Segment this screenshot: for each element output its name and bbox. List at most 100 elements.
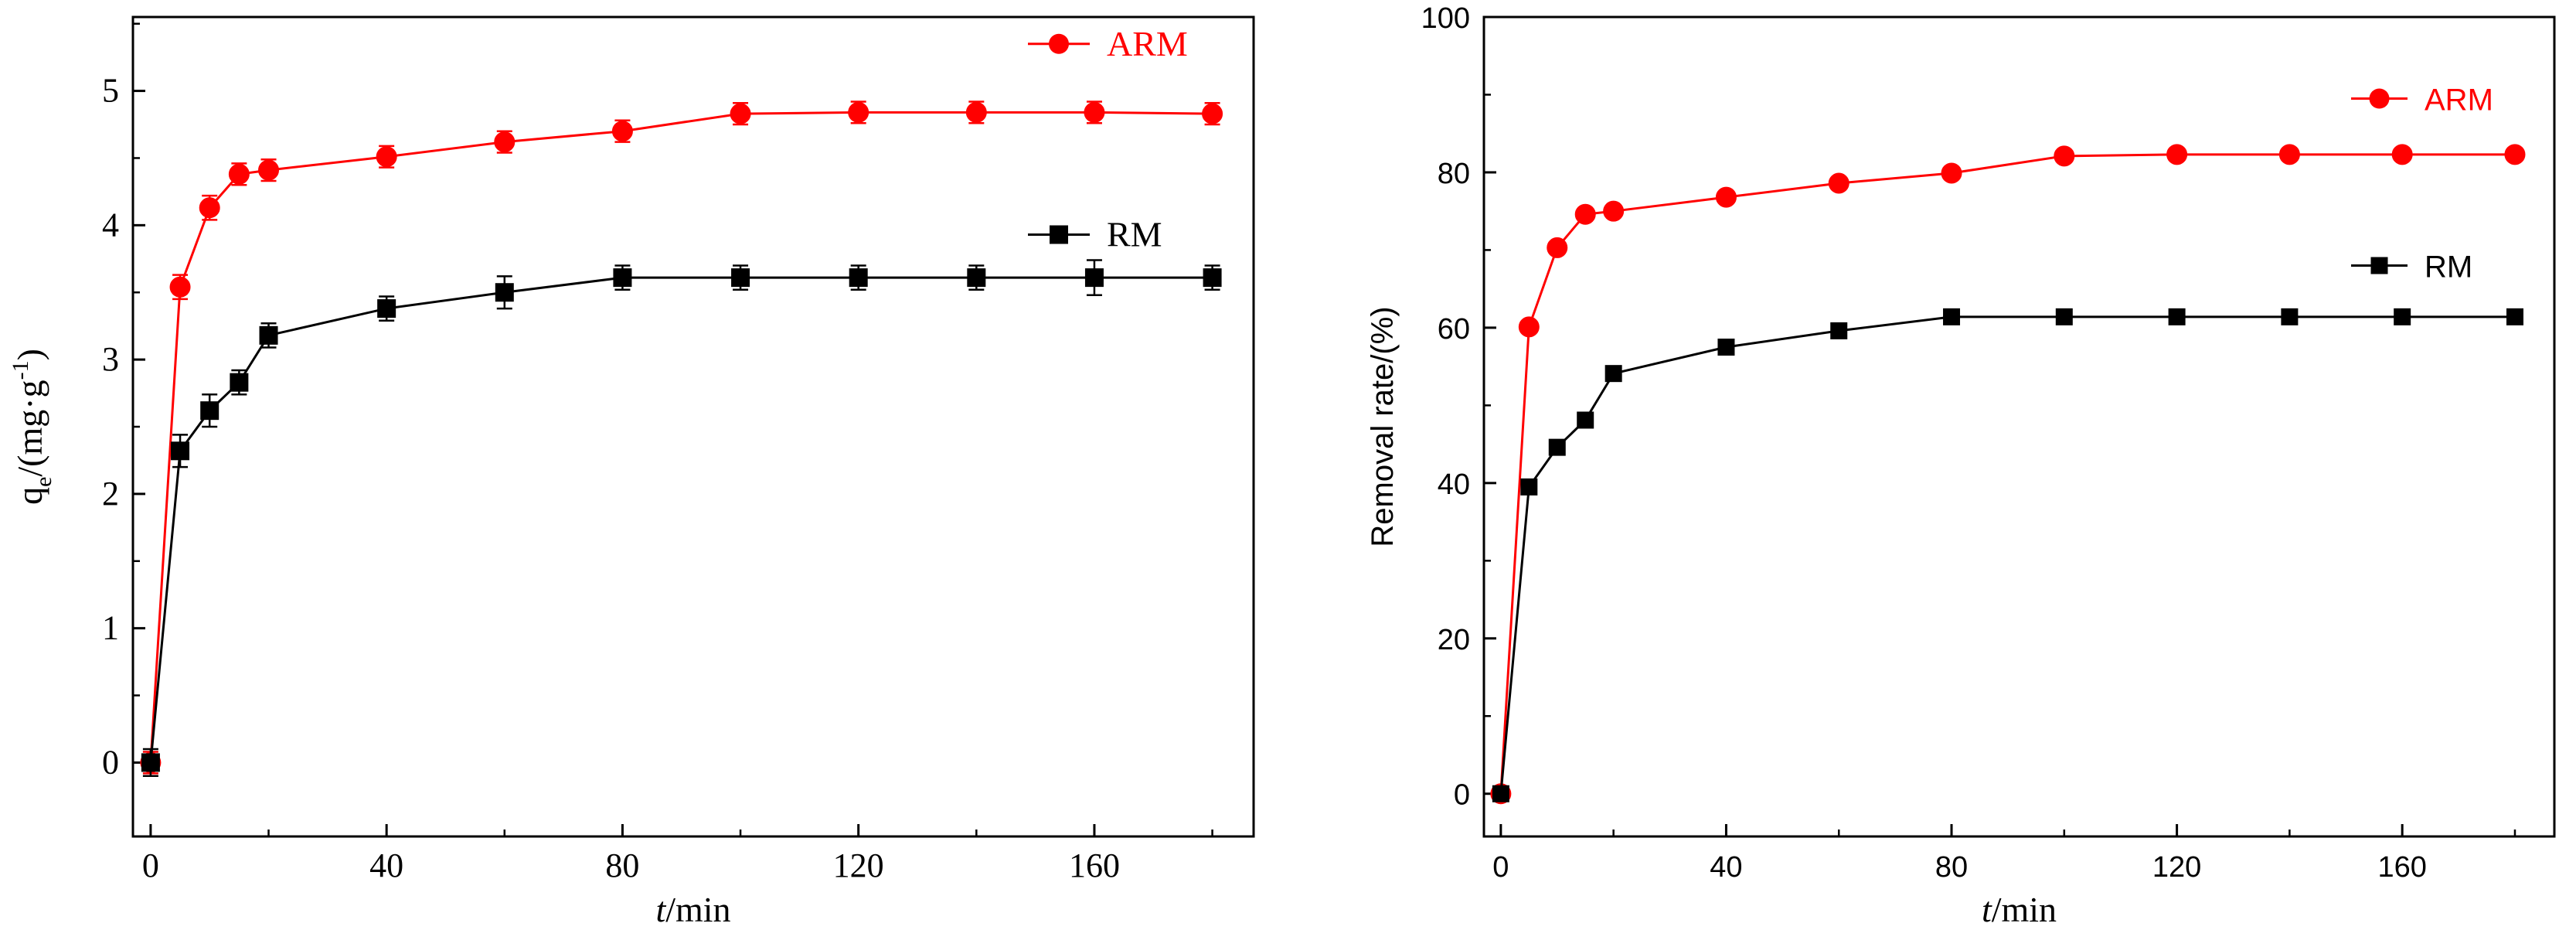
y-axis-title: qe/(mg·g-1) (8, 349, 56, 505)
series-line (149, 111, 1213, 763)
series-line (1499, 153, 2515, 794)
data-point (1492, 785, 1509, 802)
legend-marker (1049, 33, 1069, 54)
data-point (2055, 308, 2073, 325)
x-axis-title: t/min (1982, 890, 2057, 929)
series-rm (141, 259, 1222, 778)
data-point (967, 268, 986, 288)
x-axis-title-unit: /min (665, 890, 730, 929)
y-tick-label: 20 (1438, 624, 1470, 656)
data-point (494, 131, 516, 153)
x-axis-title: t/min (655, 890, 730, 929)
data-point (2504, 144, 2526, 165)
series-line (149, 276, 1213, 763)
x-axis-title-unit: /min (1992, 890, 2057, 929)
legend-marker (2369, 88, 2390, 109)
data-point (1574, 203, 1596, 225)
data-point (259, 325, 278, 345)
data-point (377, 299, 396, 319)
series-arm (1490, 144, 2526, 805)
x-tick-label: 80 (1935, 851, 1968, 884)
data-point (171, 441, 190, 461)
data-point (2166, 144, 2188, 165)
data-point (2391, 144, 2413, 165)
right-chart-panel: 0 40 80 120 160 0 20 40 60 80 100 t/min Removal rate… (1366, 2, 2556, 929)
y-axis-title-close: ) (10, 349, 49, 360)
data-point (1203, 268, 1222, 288)
legend-label: ARM (1107, 24, 1188, 63)
y-tick-label: 60 (1438, 313, 1470, 346)
x-tick-label: 160 (2377, 851, 2426, 884)
x-tick-label: 0 (1492, 851, 1509, 884)
data-point (1084, 101, 1105, 123)
data-point (2278, 144, 2300, 165)
y-tick-label: 2 (102, 475, 119, 513)
data-point (1941, 162, 1962, 184)
series-rm (1492, 308, 2523, 802)
y-axis-title-base: q (10, 487, 49, 505)
data-point (2506, 308, 2523, 325)
legend-label: RM (2425, 250, 2472, 284)
data-point (731, 268, 750, 288)
data-point (1943, 308, 1961, 325)
y-tick-label: 4 (102, 206, 119, 244)
x-tick-label: 40 (1710, 851, 1742, 884)
data-point (1715, 186, 1737, 208)
left-chart-panel: 0 40 80 120 160 0 1 2 3 4 5 t/min qe/(mg·g-1) ARM RM (8, 15, 1255, 929)
data-point (1520, 478, 1538, 496)
x-axis-title-variable: t (1982, 890, 1992, 929)
data-point (1830, 322, 1848, 339)
data-point (376, 146, 397, 168)
data-point (2168, 308, 2186, 325)
data-point (141, 753, 160, 772)
data-point (258, 159, 280, 181)
y-axis-title-superscript: -1 (8, 360, 33, 380)
y-axis-title-unit: /(mg·g (10, 380, 49, 476)
legend-marker (1050, 225, 1068, 244)
y-tick-label: 3 (102, 340, 119, 378)
data-point (1577, 411, 1594, 429)
data-point (1202, 103, 1223, 124)
x-axis-title-variable: t (655, 890, 666, 929)
y-tick-label: 1 (102, 609, 119, 647)
x-tick-label: 40 (369, 847, 403, 884)
series-line (1499, 315, 2515, 794)
legend-marker (2370, 257, 2388, 274)
data-point (199, 197, 220, 219)
data-point (611, 121, 633, 142)
data-point (965, 101, 987, 123)
data-point (1518, 316, 1540, 338)
legend-entry-arm: ARM (1028, 24, 1188, 63)
data-point (230, 373, 249, 392)
series-arm (140, 100, 1223, 775)
data-point (849, 268, 868, 288)
plot-frame (131, 15, 1255, 838)
data-point (848, 101, 869, 123)
x-tick-label: 120 (2152, 851, 2201, 884)
x-tick-label: 120 (833, 847, 884, 884)
y-tick-label: 40 (1438, 468, 1470, 501)
data-point (1604, 365, 1622, 383)
y-tick-label: 5 (102, 72, 119, 110)
y-tick-label: 80 (1438, 158, 1470, 190)
data-point (1084, 268, 1104, 288)
y-tick-label: 0 (1454, 779, 1470, 812)
data-point (1717, 339, 1735, 356)
legend-label: ARM (2425, 83, 2493, 117)
data-point (1603, 200, 1625, 222)
x-tick-label: 0 (142, 847, 159, 884)
data-point (2281, 308, 2299, 325)
data-point (730, 103, 751, 124)
legend-entry-rm: RM (2351, 250, 2472, 284)
y-axis-title: Removal rate/(%) (1366, 306, 1400, 547)
y-axis-title-subscript: e (31, 477, 56, 487)
data-point (495, 283, 514, 302)
data-point (169, 276, 191, 298)
y-tick-label: 0 (102, 743, 119, 781)
data-point (1547, 237, 1568, 258)
legend-label: RM (1107, 215, 1162, 254)
y-tick-label: 100 (1421, 2, 1470, 35)
x-tick-label: 160 (1069, 847, 1120, 884)
plot-frame (1482, 15, 2556, 838)
